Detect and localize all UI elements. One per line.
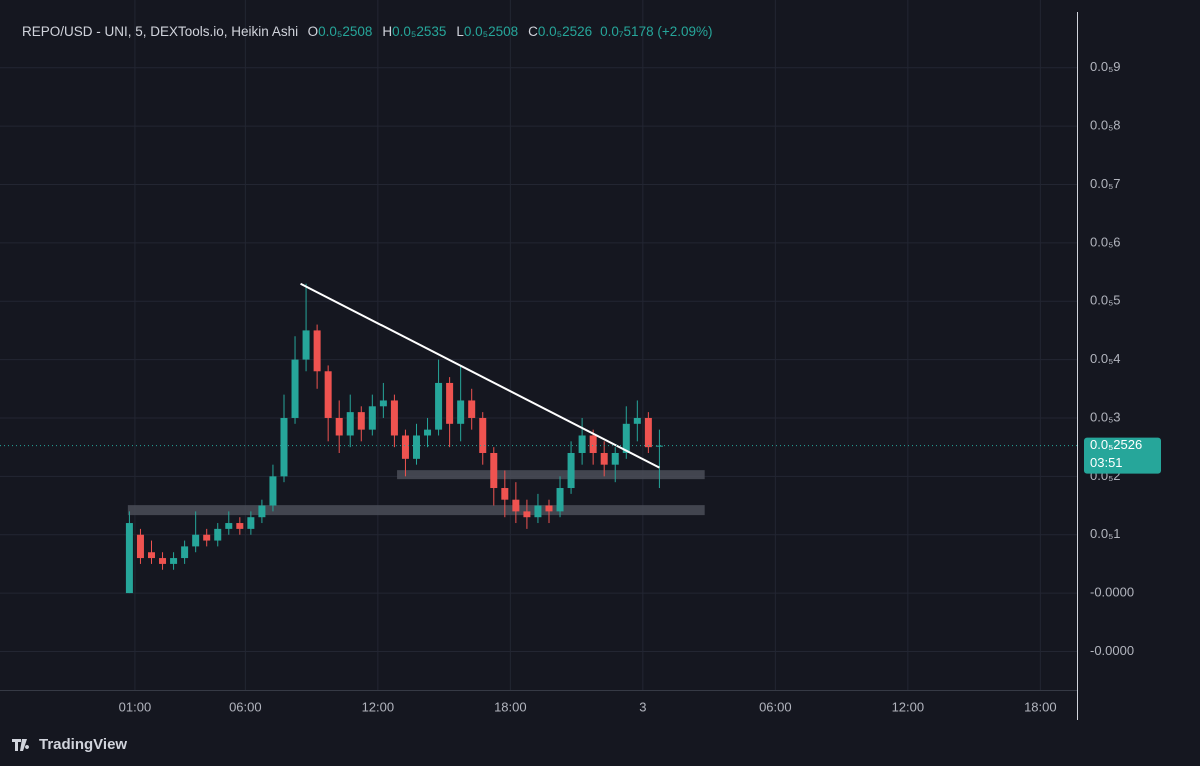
candle-body	[280, 417, 288, 477]
y-tick-label: 0.0₅1	[1090, 526, 1121, 541]
candle-body	[501, 488, 509, 500]
zone	[397, 470, 705, 480]
candle-body	[412, 435, 420, 459]
candle-body	[490, 452, 498, 489]
ohlc-value: 0.0₅2535	[392, 24, 447, 39]
change: 0.0₇5178 (+2.09%)	[600, 24, 713, 39]
trendline	[300, 282, 660, 469]
candle-body	[446, 382, 454, 424]
plot	[0, 0, 1077, 690]
candle-body	[611, 452, 619, 465]
price-label: 0.0₅2526	[1090, 437, 1142, 452]
candle-body	[125, 523, 133, 594]
candle-body	[324, 371, 332, 418]
candle-body	[567, 452, 575, 489]
x-tick-label: 12:00	[362, 699, 395, 714]
x-tick-label: 06:00	[759, 699, 792, 714]
candle-body	[479, 417, 487, 453]
logo	[12, 739, 30, 751]
candle-body	[534, 505, 542, 518]
candle-body	[556, 488, 564, 512]
candle-body	[435, 382, 443, 430]
candle-body	[589, 435, 597, 453]
candle-body	[236, 523, 244, 529]
candle-body	[390, 400, 398, 436]
y-tick-label: 0.0₅7	[1090, 176, 1121, 191]
candle-body	[335, 417, 343, 436]
candle-body	[457, 400, 465, 424]
y-tick-label: 0.0₅8	[1090, 118, 1121, 133]
candle-body	[523, 511, 531, 518]
price-badge	[1084, 437, 1161, 474]
ohlc-value: 0.0₅2508	[318, 24, 373, 39]
candle-body	[644, 417, 652, 448]
candle-body	[346, 412, 354, 436]
x-tick-label: 01:00	[119, 699, 152, 714]
y-tick-label: 0.0₅3	[1090, 409, 1121, 424]
candle-body	[622, 423, 630, 453]
candle-body	[159, 558, 167, 564]
candle-body	[302, 330, 310, 360]
legend-header: REPO/USD - UNI, 5, DEXTools.io, Heikin A…	[22, 24, 721, 39]
watermark: TradingView	[39, 736, 127, 753]
candle-body	[512, 499, 520, 512]
candle-body	[203, 534, 211, 541]
candle-body	[655, 445, 663, 447]
candle-body	[192, 534, 200, 547]
ohlc-value: 0.0₅2508	[463, 24, 519, 39]
y-tick-label: 0.0₅5	[1090, 293, 1121, 308]
y-tick-label: 0.0₅4	[1090, 351, 1121, 366]
y-tick-label: -0.0000	[1090, 643, 1134, 658]
candle-body	[578, 435, 586, 453]
symbol: REPO/USD - UNI, 5, DEXTools.io, Heikin A…	[22, 24, 299, 39]
candle-body	[424, 429, 432, 436]
candle-body	[633, 417, 641, 424]
candle-body	[225, 523, 233, 529]
candle-body	[468, 400, 476, 418]
ohlc-value: 0.0₅2526	[537, 24, 593, 39]
ohlc-key: L	[456, 24, 464, 39]
y-tick-label: -0.0000	[1090, 585, 1134, 600]
ohlc-key: H	[382, 24, 393, 39]
x-tick-label: 18:00	[494, 699, 527, 714]
candle-body	[368, 406, 376, 430]
candle-body	[291, 359, 299, 418]
candle-body	[379, 400, 387, 407]
candle-body	[147, 552, 155, 559]
candle-body	[170, 558, 178, 564]
candle-body	[258, 505, 266, 518]
candle-body	[357, 412, 365, 430]
y-tick-label: 0.0₅9	[1090, 59, 1121, 74]
x-tick-label: 12:00	[892, 699, 925, 714]
candle-body	[214, 528, 222, 541]
candle-body	[600, 452, 608, 465]
candle-body	[545, 505, 553, 512]
zone	[127, 505, 705, 516]
candle-body	[401, 435, 409, 459]
x-tick-label: 06:00	[229, 699, 262, 714]
countdown: 03:51	[1090, 455, 1123, 470]
y-tick-label: 0.0₅6	[1090, 234, 1121, 249]
x-tick-label: 18:00	[1024, 699, 1057, 714]
candle-body	[181, 546, 189, 559]
candle-body	[247, 517, 255, 529]
candle-body	[269, 476, 277, 506]
ohlc-key: O	[307, 24, 319, 39]
ohlc-key: C	[528, 24, 538, 39]
candle-body	[136, 534, 144, 559]
candle-body	[313, 330, 321, 372]
x-tick-label: 3	[639, 699, 646, 714]
